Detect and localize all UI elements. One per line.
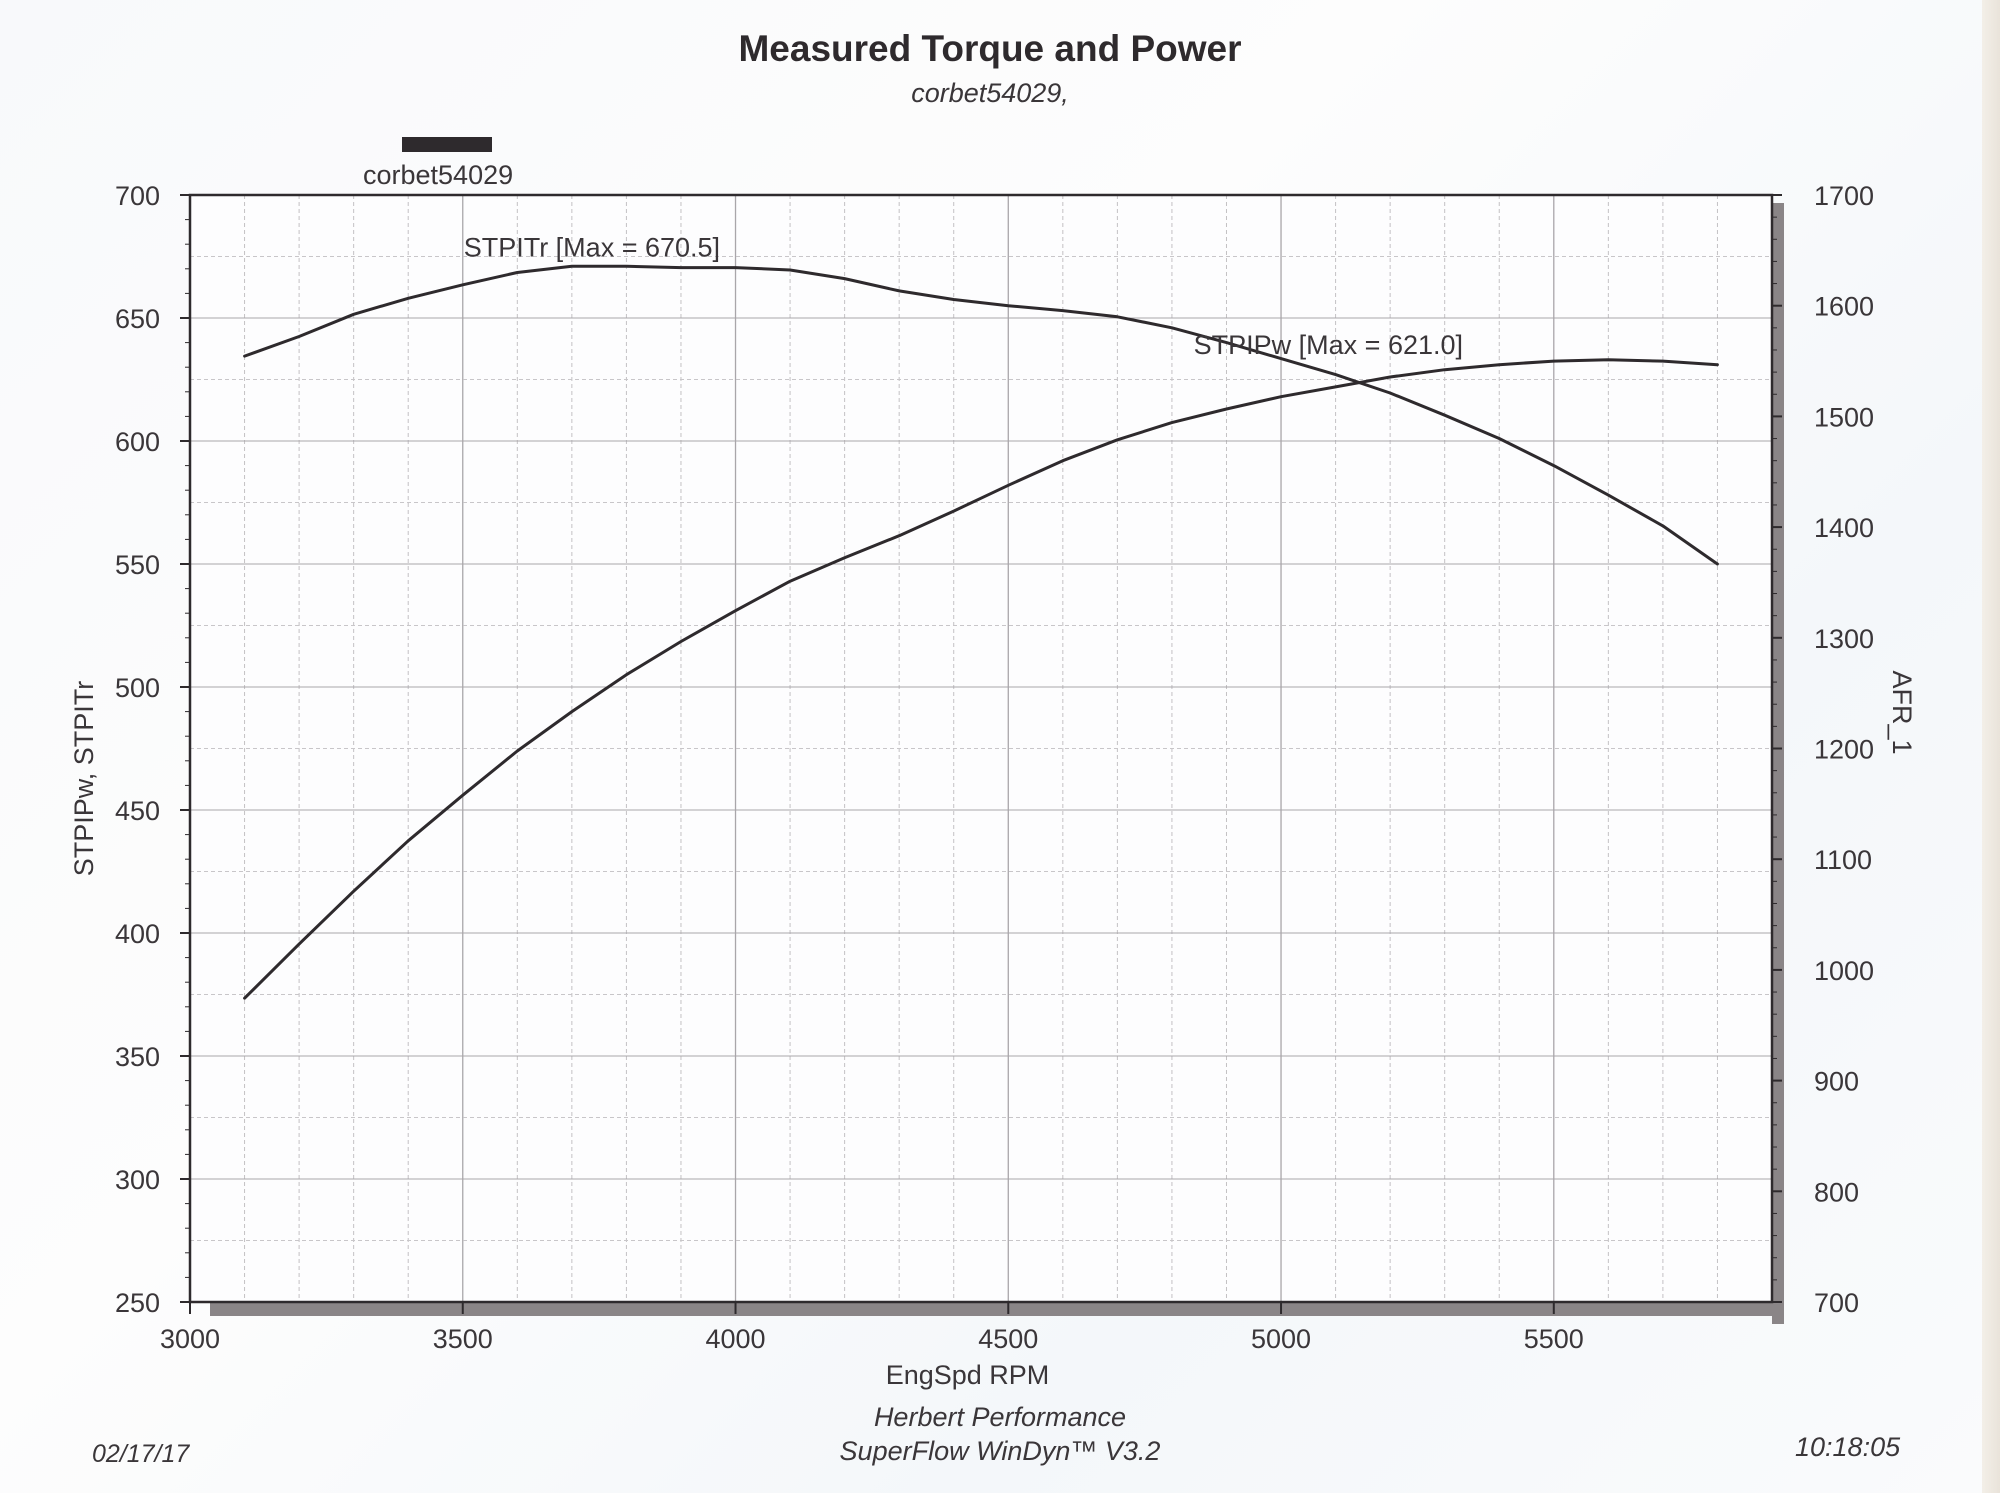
y-tick-label: 350 bbox=[115, 1042, 160, 1072]
legend-label: corbet54029 bbox=[363, 160, 514, 190]
chart-subtitle: corbet54029, bbox=[911, 78, 1069, 108]
y2-tick-label: 1300 bbox=[1814, 624, 1874, 654]
y2-tick-label: 1600 bbox=[1814, 292, 1874, 322]
y-tick-label: 550 bbox=[115, 550, 160, 580]
x-tick-label: 4500 bbox=[978, 1324, 1038, 1354]
x-tick-label: 5500 bbox=[1524, 1324, 1584, 1354]
series-lines bbox=[243, 264, 1719, 1000]
footer-company: Herbert Performance bbox=[873, 1402, 1127, 1432]
y-tick-label: 250 bbox=[115, 1288, 160, 1318]
y-axis-title: STPIPw, STPITr bbox=[69, 681, 99, 877]
y-tick-label: 700 bbox=[115, 181, 160, 211]
y-tick-label: 500 bbox=[115, 673, 160, 703]
x-tick-label: 5000 bbox=[1251, 1324, 1311, 1354]
axis-labels: 250 300 350 400 450 500 550 600 650 700 700 800 900 1… bbox=[69, 181, 1917, 1354]
axis-ticks bbox=[180, 194, 1782, 1314]
y2-tick-label: 1100 bbox=[1814, 845, 1872, 875]
series-line-stpipw bbox=[243, 358, 1719, 1000]
y2-tick-label: 1000 bbox=[1814, 956, 1874, 986]
y2-tick-label: 900 bbox=[1814, 1067, 1859, 1097]
series-line-stpitr bbox=[243, 264, 1719, 566]
y-tick-label: 300 bbox=[115, 1165, 160, 1195]
y-tick-label: 450 bbox=[115, 796, 160, 826]
y2-tick-label: 1400 bbox=[1814, 513, 1874, 543]
y2-tick-label: 1700 bbox=[1814, 181, 1874, 211]
series-annotation-stpipw: STPIPw [Max = 621.0] bbox=[1194, 330, 1463, 360]
y2-axis-title: AFR_1 bbox=[1887, 670, 1917, 754]
y-tick-label: 600 bbox=[115, 427, 160, 457]
paper-edge bbox=[1982, 0, 2000, 1493]
x-axis-title: EngSpd RPM bbox=[885, 1360, 1050, 1390]
y-tick-label: 650 bbox=[115, 304, 160, 334]
x-tick-label: 4000 bbox=[705, 1324, 765, 1354]
footer-time: 10:18:05 bbox=[1795, 1432, 1901, 1462]
x-tick-label: 3500 bbox=[433, 1324, 493, 1354]
legend-swatch bbox=[402, 137, 492, 152]
plot-shadow-bottom bbox=[210, 1302, 1784, 1316]
y2-tick-label: 1500 bbox=[1814, 402, 1874, 432]
chart-title: Measured Torque and Power bbox=[738, 28, 1242, 69]
plot-shadow-right bbox=[1772, 203, 1784, 1324]
y-tick-label: 400 bbox=[115, 919, 160, 949]
y2-tick-label: 800 bbox=[1814, 1177, 1859, 1207]
series-annotation-stpitr: STPITr [Max = 670.5] bbox=[464, 232, 720, 262]
y2-tick-label: 700 bbox=[1814, 1288, 1859, 1318]
footer-software: SuperFlow WinDyn™ V3.2 bbox=[839, 1436, 1161, 1466]
x-tick-label: 3000 bbox=[160, 1324, 220, 1354]
grid bbox=[189, 194, 1773, 1303]
footer-date: 02/17/17 bbox=[92, 1440, 190, 1468]
y2-tick-label: 1200 bbox=[1814, 735, 1874, 765]
